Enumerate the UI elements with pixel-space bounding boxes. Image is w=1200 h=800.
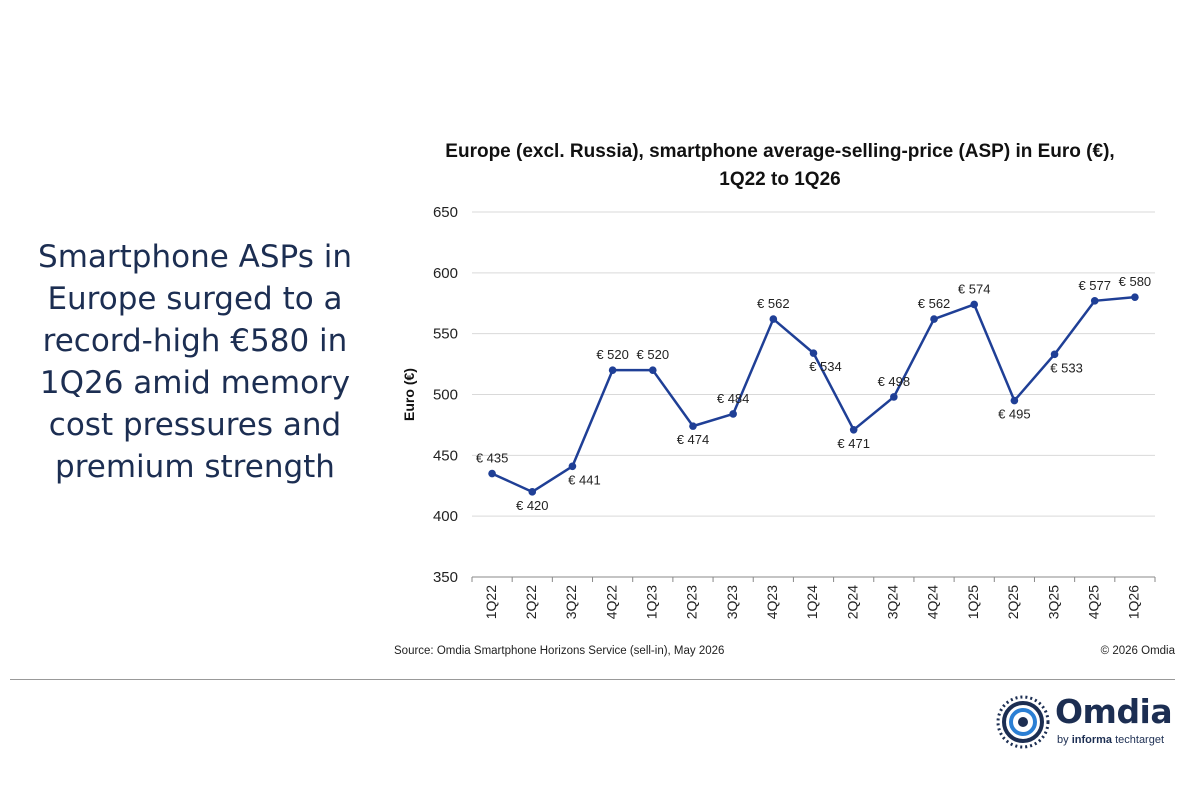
logo-techtarget: techtarget — [1115, 734, 1165, 746]
data-point — [1090, 297, 1099, 305]
source-note: Source: Omdia Smartphone Horizons Servic… — [394, 645, 725, 657]
data-point — [488, 469, 496, 478]
x-tick-label: 2Q23 — [684, 585, 700, 619]
data-point — [890, 393, 898, 401]
y-tick-label: 650 — [433, 204, 458, 221]
x-tick-label: 1Q26 — [1126, 585, 1142, 619]
logo-by: by — [1057, 734, 1069, 746]
x-tick-label: 2Q24 — [844, 585, 860, 619]
y-axis-title: Euro (€) — [401, 368, 417, 421]
data-point — [970, 300, 979, 309]
data-label: € 498 — [878, 374, 911, 389]
asp-line-chart: 350 400 450 500 550 600 650 1Q22 2Q22 3Q22 4Q22 1Q2… — [401, 204, 1156, 619]
y-tick-label: 600 — [433, 265, 458, 282]
data-label: € 580 — [1119, 274, 1152, 289]
y-tick-label: 550 — [433, 326, 458, 343]
data-label: € 520 — [637, 347, 670, 362]
copyright-note: © 2026 Omdia — [1100, 645, 1175, 657]
y-tick-label: 500 — [433, 387, 458, 404]
headline: Smartphone ASPs in Europe surged to a re… — [38, 239, 352, 485]
x-tick-label: 4Q22 — [603, 585, 619, 619]
x-tick-label: 2Q25 — [1005, 585, 1021, 619]
y-tick-label: 400 — [433, 508, 458, 525]
chart-title-line-2: 1Q22 to 1Q26 — [719, 169, 841, 190]
x-tick-label: 1Q24 — [804, 585, 820, 619]
x-tick-label: 3Q22 — [563, 585, 579, 619]
data-label: € 484 — [717, 391, 750, 406]
data-label: € 441 — [568, 472, 601, 487]
x-tick-label: 1Q23 — [643, 585, 659, 619]
data-point — [1050, 350, 1059, 359]
omdia-logo: Omdia by informa techtarget — [995, 692, 1175, 752]
data-label: € 562 — [757, 296, 790, 311]
data-label: € 420 — [516, 498, 549, 513]
omdia-logo-icon — [996, 695, 1050, 749]
x-tick-label: 3Q24 — [885, 585, 901, 619]
data-label: € 577 — [1078, 278, 1111, 293]
logo-tagline: by informa techtarget — [1057, 734, 1164, 746]
data-point — [528, 488, 537, 496]
data-label: € 471 — [837, 436, 870, 451]
x-tick-label: 3Q23 — [724, 585, 740, 619]
data-label: € 520 — [596, 347, 629, 362]
data-point — [1010, 396, 1019, 405]
data-label: € 435 — [476, 451, 509, 466]
x-tick-label: 3Q25 — [1045, 585, 1061, 619]
data-label: € 533 — [1050, 360, 1083, 375]
data-point — [809, 349, 818, 357]
data-point — [1131, 293, 1139, 301]
logo-wordmark: Omdia — [1055, 692, 1173, 731]
x-tick-label: 1Q22 — [483, 585, 499, 619]
data-point — [608, 366, 617, 374]
y-tick-label: 450 — [433, 447, 458, 464]
x-tick-label: 4Q23 — [764, 585, 780, 619]
x-tick-label: 4Q25 — [1085, 585, 1101, 619]
chart-title-line-1: Europe (excl. Russia), smartphone averag… — [445, 141, 1115, 162]
data-label: € 495 — [998, 407, 1031, 422]
data-label: € 562 — [918, 296, 951, 311]
data-point — [769, 315, 778, 323]
data-label: € 534 — [809, 359, 842, 374]
data-label: € 574 — [958, 281, 991, 296]
y-tick-label: 350 — [433, 569, 458, 586]
data-point — [648, 366, 657, 374]
divider — [10, 679, 1175, 680]
x-tick-label: 1Q25 — [965, 585, 981, 619]
data-point — [689, 422, 697, 430]
logo-informa: informa — [1071, 734, 1113, 746]
data-point — [729, 410, 737, 418]
x-tick-label: 4Q24 — [925, 585, 941, 619]
data-label: € 474 — [677, 432, 710, 447]
chart-title: Europe (excl. Russia), smartphone averag… — [380, 138, 1180, 194]
x-tick-label: 2Q22 — [523, 585, 539, 619]
data-point — [930, 315, 938, 323]
data-point — [568, 462, 577, 471]
data-point — [849, 425, 858, 434]
